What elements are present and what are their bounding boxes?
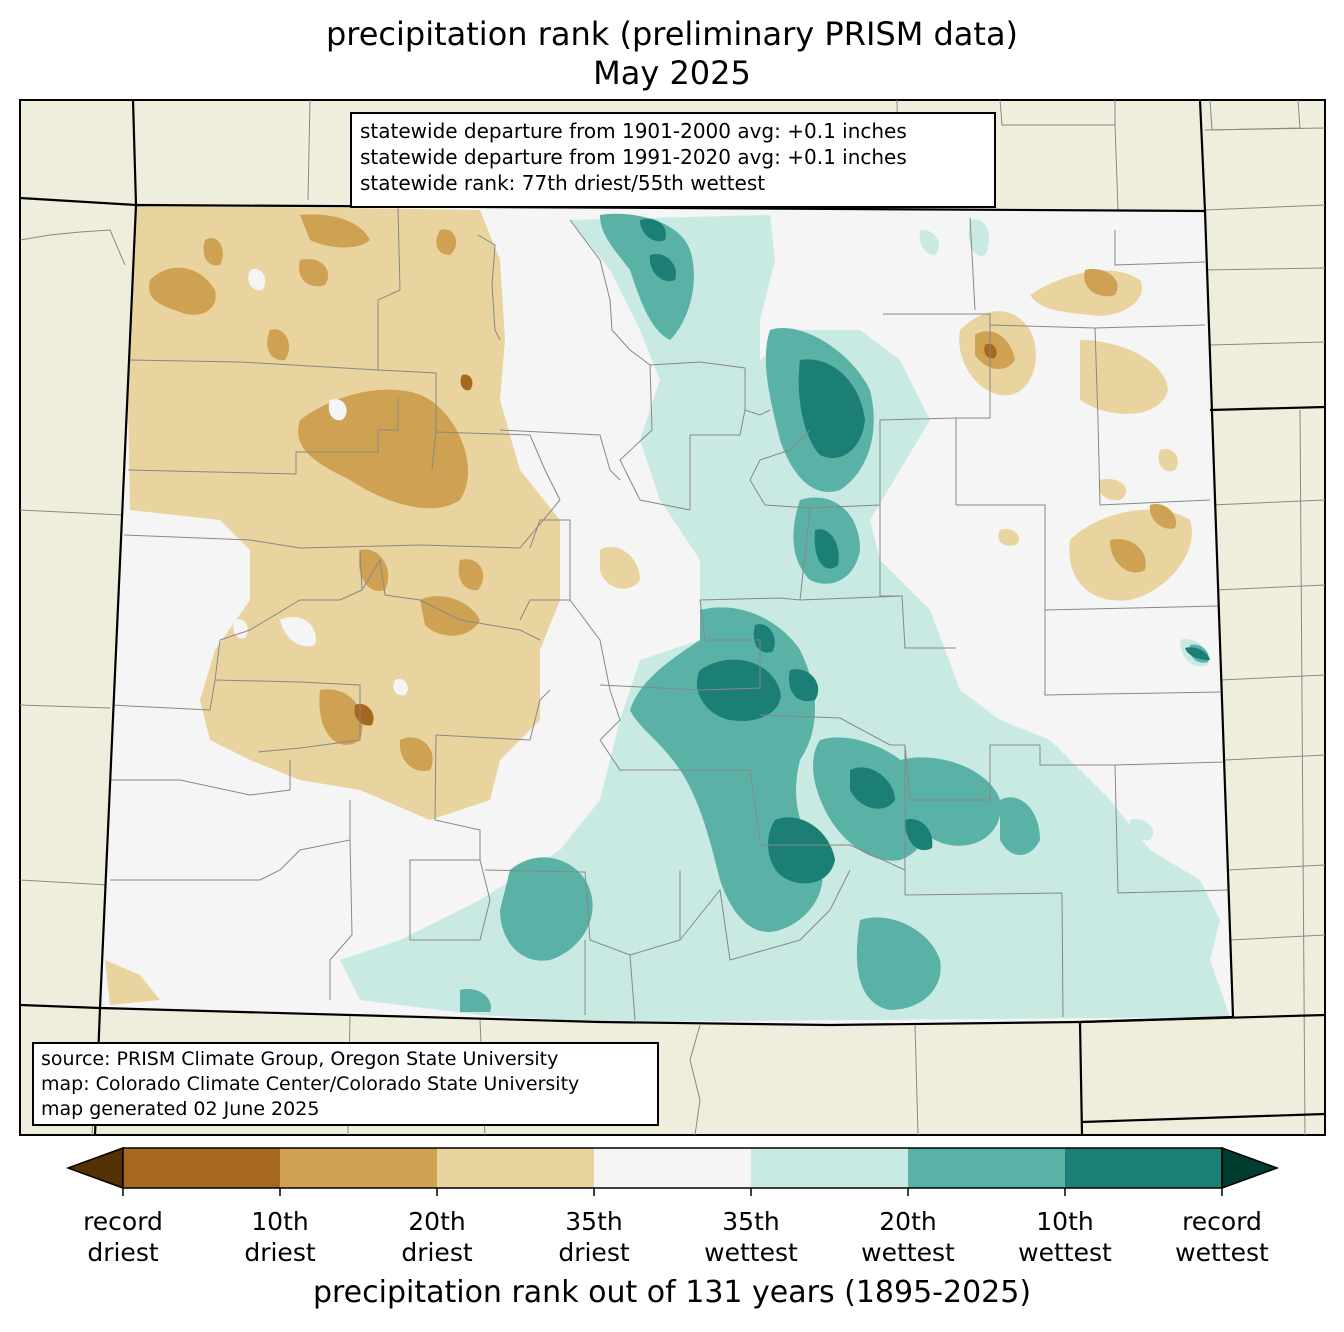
colorbar-extend-high <box>1221 1146 1280 1190</box>
colorbar-tick-label-line1: record <box>83 1207 163 1236</box>
stats-line-2: statewide departure from 1991-2020 avg: … <box>360 145 907 169</box>
colorbar-tick-label-line1: 10th <box>1036 1207 1094 1236</box>
colorbar-tick-label-3: 35th driest <box>524 1206 664 1268</box>
colorbar-tick-label-line1: 35th <box>565 1207 623 1236</box>
colorbar-tick-label-5: 20th wettest <box>838 1206 978 1268</box>
colorbar-outline <box>122 1147 1223 1189</box>
colorbar-tick-label-line1: 20th <box>879 1207 937 1236</box>
colorbar-title: precipitation rank out of 131 years (189… <box>312 1275 1032 1310</box>
colorbar-bin-0 <box>123 1148 280 1188</box>
colorbar-extend-low <box>65 1146 124 1190</box>
colorbar-tick-label-line1: 20th <box>408 1207 466 1236</box>
colorbar-tick-label-line2: driest <box>244 1238 316 1267</box>
colorado-county-lines <box>108 207 1229 1021</box>
colorbar-tick-label-7: record wettest <box>1152 1206 1292 1268</box>
colorbar-tick-label-line1: 35th <box>722 1207 780 1236</box>
colorbar-bin-4 <box>751 1148 908 1188</box>
precipitation-shading <box>105 205 1230 1022</box>
colorbar-tick-label-1: 10th driest <box>210 1206 350 1268</box>
colorbar-tick-label-line2: wettest <box>1175 1238 1269 1267</box>
colorbar-tick-label-line1: 10th <box>251 1207 309 1236</box>
colorbar-tick-label-line2: driest <box>401 1238 473 1267</box>
map-title: precipitation rank (preliminary PRISM da… <box>325 15 1019 53</box>
source-line-2: map: Colorado Climate Center/Colorado St… <box>41 1073 580 1095</box>
colorbar-bin-2 <box>437 1148 594 1188</box>
colorbar-tick-label-2: 20th driest <box>367 1206 507 1268</box>
stats-line-3: statewide rank: 77th driest/55th wettest <box>360 171 766 195</box>
colorbar-bin-6 <box>1065 1148 1222 1188</box>
source-box: source: PRISM Climate Group, Oregon Stat… <box>32 1042 659 1126</box>
stats-line-1: statewide departure from 1901-2000 avg: … <box>360 119 907 143</box>
colorbar-tick-label-line1: record <box>1182 1207 1262 1236</box>
neighbor-county-lines <box>20 100 1325 1135</box>
source-line-1: source: PRISM Climate Group, Oregon Stat… <box>41 1048 559 1070</box>
colorbar-tick-label-line2: wettest <box>861 1238 955 1267</box>
colorbar-tick-label-line2: driest <box>558 1238 630 1267</box>
colorbar-tick-label-line2: wettest <box>1018 1238 1112 1267</box>
colorbar-tick-label-0: record driest <box>53 1206 193 1268</box>
colorbar-bin-5 <box>908 1148 1065 1188</box>
colorbar-tick-label-line2: wettest <box>704 1238 798 1267</box>
state-borders <box>20 100 1325 1135</box>
colorbar-tick-label-line2: driest <box>87 1238 159 1267</box>
colorbar-tick-label-4: 35th wettest <box>681 1206 821 1268</box>
statewide-stats-box: statewide departure from 1901-2000 avg: … <box>350 112 996 208</box>
colorbar <box>65 1146 1280 1196</box>
colorbar-tick-label-6: 10th wettest <box>995 1206 1135 1268</box>
map-subtitle: May 2025 <box>593 54 751 92</box>
colorbar-bin-3 <box>594 1148 751 1188</box>
colorbar-bin-1 <box>280 1148 437 1188</box>
source-line-3: map generated 02 June 2025 <box>41 1098 320 1120</box>
